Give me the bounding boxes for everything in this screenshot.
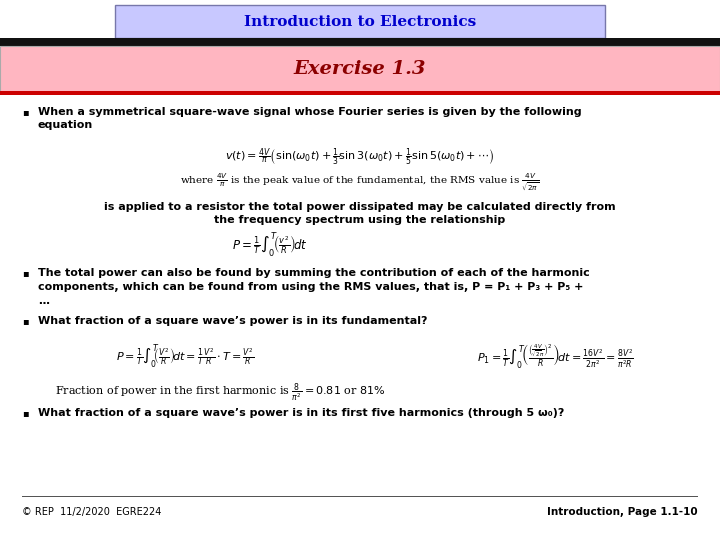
Text: ▪: ▪ — [22, 268, 29, 278]
Text: the frequency spectrum using the relationship: the frequency spectrum using the relatio… — [215, 215, 505, 225]
Text: ▪: ▪ — [22, 107, 29, 117]
Text: What fraction of a square wave’s power is in its fundamental?: What fraction of a square wave’s power i… — [38, 316, 428, 326]
Text: Introduction to Electronics: Introduction to Electronics — [244, 15, 476, 29]
Text: What fraction of a square wave’s power is in its first five harmonics (through 5: What fraction of a square wave’s power i… — [38, 408, 564, 418]
Bar — [22, 496, 698, 497]
Text: $P = \frac{1}{T}\int_0^T\!\!\left(\frac{V^2}{R}\right)\!dt = \frac{1}{T}\frac{V^: $P = \frac{1}{T}\int_0^T\!\!\left(\frac{… — [116, 343, 254, 371]
Text: When a symmetrical square-wave signal whose Fourier series is given by the follo: When a symmetrical square-wave signal wh… — [38, 107, 582, 117]
Bar — [0, 38, 720, 46]
FancyBboxPatch shape — [0, 46, 720, 92]
Text: is applied to a resistor the total power dissipated may be calculated directly f: is applied to a resistor the total power… — [104, 202, 616, 212]
Text: equation: equation — [38, 120, 94, 130]
Text: components, which can be found from using the RMS values, that is, P = P₁ + P₃ +: components, which can be found from usin… — [38, 282, 583, 292]
Text: The total power can also be found by summing the contribution of each of the har: The total power can also be found by sum… — [38, 268, 590, 278]
Text: $v(t) = \frac{4V}{\pi}\left(\sin(\omega_0 t) + \frac{1}{3}\sin 3(\omega_0 t) + \: $v(t) = \frac{4V}{\pi}\left(\sin(\omega_… — [225, 146, 495, 167]
Text: Introduction, Page 1.1-10: Introduction, Page 1.1-10 — [547, 507, 698, 517]
Text: $P_1 = \frac{1}{T}\int_0^T\!\left(\frac{\left(\frac{4V}{\sqrt{2}\pi}\right)^2}{R: $P_1 = \frac{1}{T}\int_0^T\!\left(\frac{… — [477, 343, 634, 371]
Text: Fraction of power in the first harmonic is $\frac{8}{\pi^2} = 0.81$ or $81\%$: Fraction of power in the first harmonic … — [55, 382, 385, 404]
Bar — [0, 91, 720, 95]
Text: ▪: ▪ — [22, 408, 29, 418]
Text: where $\frac{4V}{\pi}$ is the peak value of the fundamental, the RMS value is $\: where $\frac{4V}{\pi}$ is the peak value… — [181, 172, 539, 194]
FancyBboxPatch shape — [115, 5, 605, 38]
Text: © REP  11/2/2020  EGRE224: © REP 11/2/2020 EGRE224 — [22, 507, 161, 517]
Text: Exercise 1.3: Exercise 1.3 — [294, 60, 426, 78]
Text: ▪: ▪ — [22, 316, 29, 326]
Text: …: … — [38, 296, 49, 306]
Text: $P = \frac{1}{T}\int_0^T\!\left(\frac{v^2}{R}\right)\!dt$: $P = \frac{1}{T}\int_0^T\!\left(\frac{v^… — [232, 231, 308, 259]
